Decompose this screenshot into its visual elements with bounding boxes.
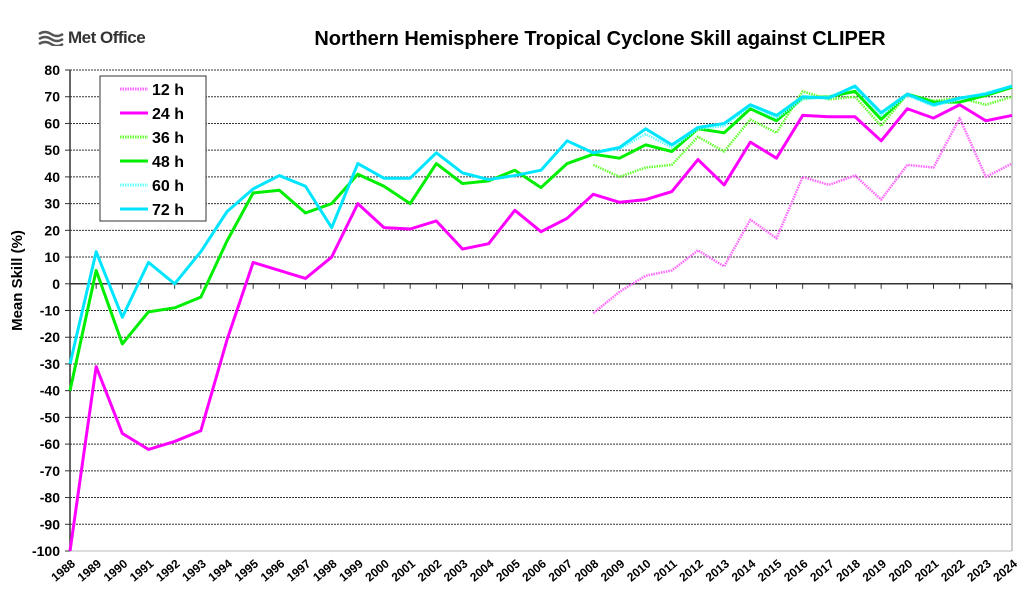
x-tick-label: 2014 bbox=[729, 556, 759, 584]
waves-icon bbox=[38, 30, 64, 46]
series-line-72h bbox=[68, 84, 1013, 365]
x-tick-label: 2001 bbox=[389, 556, 419, 584]
y-tick-label: 50 bbox=[44, 142, 60, 158]
y-tick-label: -10 bbox=[40, 303, 60, 319]
y-tick-label: -50 bbox=[40, 409, 60, 425]
y-tick-label: 60 bbox=[44, 115, 60, 131]
x-tick-label: 1998 bbox=[310, 556, 340, 584]
series-line-48h bbox=[68, 85, 1013, 391]
y-tick-label: -40 bbox=[40, 383, 60, 399]
x-tick-label: 2010 bbox=[624, 556, 654, 584]
x-tick-label: 2005 bbox=[493, 556, 523, 584]
y-tick-label: 0 bbox=[52, 276, 60, 292]
x-tick-label: 2004 bbox=[467, 556, 497, 584]
x-tick-label: 1991 bbox=[127, 556, 157, 584]
x-tick-label: 2019 bbox=[860, 556, 890, 584]
x-tick-label: 2015 bbox=[755, 556, 785, 584]
y-tick-label: 40 bbox=[44, 169, 60, 185]
x-tick-label: 1995 bbox=[232, 556, 262, 584]
series-line-24h bbox=[68, 103, 1013, 552]
x-tick-label: 1994 bbox=[205, 556, 235, 584]
x-tick-label: 2024 bbox=[990, 556, 1020, 584]
x-tick-label: 1990 bbox=[101, 556, 131, 584]
x-tick-label: 2008 bbox=[572, 556, 602, 584]
x-tick-label: 2002 bbox=[415, 556, 445, 584]
y-tick-label: -70 bbox=[40, 463, 60, 479]
y-tick-label: -80 bbox=[40, 490, 60, 506]
x-tick-label: 2013 bbox=[703, 556, 733, 584]
x-tick-label: 1989 bbox=[75, 556, 105, 584]
x-tick-label: 2011 bbox=[651, 556, 680, 584]
y-tick-label: -20 bbox=[40, 329, 60, 345]
met-office-logo: Met Office bbox=[38, 28, 146, 48]
x-tick-label: 2012 bbox=[676, 556, 706, 584]
x-tick-label: 1999 bbox=[336, 556, 366, 584]
legend-label: 12 h bbox=[152, 82, 184, 99]
legend-box bbox=[99, 75, 207, 222]
y-tick-label: 30 bbox=[44, 196, 60, 212]
y-tick-label: -90 bbox=[40, 516, 60, 532]
x-tick-label: 1988 bbox=[48, 556, 78, 584]
x-tick-label: 2018 bbox=[833, 556, 863, 584]
chart-title: Northern Hemisphere Tropical Cyclone Ski… bbox=[314, 28, 886, 50]
y-tick-label: -60 bbox=[40, 436, 60, 452]
x-tick-label: 1992 bbox=[153, 556, 183, 584]
x-tick-label: 1996 bbox=[258, 556, 288, 584]
x-tick-label: 2003 bbox=[441, 556, 471, 584]
x-tick-label: 2023 bbox=[964, 556, 994, 584]
y-axis-label: Mean Skill (%) bbox=[9, 230, 26, 331]
y-tick-label: -30 bbox=[40, 356, 60, 372]
y-tick-label: 10 bbox=[44, 249, 60, 265]
x-tick-label: 1993 bbox=[179, 556, 209, 584]
x-tick-label: 2009 bbox=[598, 556, 628, 584]
x-tick-label: 2017 bbox=[807, 556, 837, 584]
x-tick-label: 2000 bbox=[362, 556, 392, 584]
series-line-36h bbox=[592, 90, 1013, 179]
legend-label: 24 h bbox=[152, 106, 184, 123]
y-tick-label: 70 bbox=[44, 89, 60, 105]
y-tick-label: 20 bbox=[44, 222, 60, 238]
x-tick-label: 2007 bbox=[546, 556, 576, 584]
legend-label: 72 h bbox=[152, 202, 184, 219]
legend-label: 60 h bbox=[152, 178, 184, 195]
x-tick-label: 2020 bbox=[886, 556, 916, 584]
x-tick-label: 1997 bbox=[284, 556, 314, 584]
legend-label: 48 h bbox=[152, 154, 184, 171]
legend-label: 36 h bbox=[152, 130, 184, 147]
x-tick-label: 2022 bbox=[938, 556, 968, 584]
x-tick-label: 2021 bbox=[912, 556, 942, 584]
logo-text: Met Office bbox=[68, 28, 146, 47]
y-tick-label: 80 bbox=[44, 62, 60, 78]
x-tick-label: 2016 bbox=[781, 556, 811, 584]
x-tick-label: 2006 bbox=[519, 556, 549, 584]
y-tick-label: -100 bbox=[32, 543, 60, 559]
